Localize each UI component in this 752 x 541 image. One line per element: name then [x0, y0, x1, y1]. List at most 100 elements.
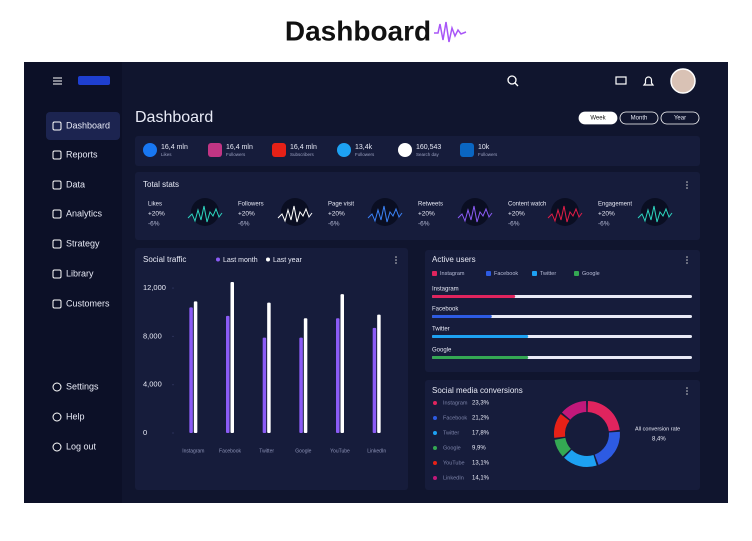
stat-down: -6% [328, 221, 340, 228]
more-dot[interactable] [395, 259, 397, 261]
progress-track [432, 315, 692, 318]
bar [267, 302, 271, 433]
donut-segment [561, 401, 587, 420]
bar [336, 318, 340, 433]
more-dot[interactable] [686, 390, 688, 392]
menu-item[interactable]: Analytics [66, 208, 103, 218]
sparkline [457, 205, 493, 223]
legend-label: Last year [273, 257, 302, 264]
x-tick-label: YouTube [330, 448, 350, 454]
conv-value: 17,8% [472, 431, 490, 437]
menu-item[interactable]: Help [66, 411, 85, 421]
bar [303, 318, 308, 433]
conv-value: 14,1% [472, 476, 490, 482]
bar [189, 307, 193, 433]
menu-item[interactable]: Dashboard [66, 120, 110, 130]
legend-dot [433, 416, 437, 420]
menu-icon[interactable] [52, 382, 62, 392]
legend-label: Google [582, 271, 600, 277]
stat-up: +20% [328, 211, 345, 218]
period-button[interactable] [578, 111, 618, 125]
period-label[interactable]: Month [631, 116, 648, 122]
menu-item[interactable]: Strategy [66, 238, 100, 248]
legend-dot [266, 257, 270, 262]
more-dot[interactable] [686, 184, 688, 186]
card-title: Active users [432, 255, 476, 264]
legend-label: Instagram [440, 271, 465, 277]
menu-item[interactable]: Library [66, 268, 94, 278]
conv-name: Twitter [443, 430, 459, 436]
users-card [425, 250, 700, 372]
more-dot[interactable] [395, 256, 397, 258]
menu-icon[interactable] [52, 442, 62, 452]
menu-icon[interactable] [52, 121, 62, 131]
bar [377, 314, 381, 433]
donut-segment [594, 431, 620, 465]
social-icon [460, 143, 474, 157]
menu-icon[interactable] [52, 150, 62, 160]
menu-icon[interactable] [52, 239, 62, 249]
stat-down: -6% [418, 221, 430, 228]
card-title: Social media conversions [432, 386, 523, 395]
bar [262, 337, 267, 433]
legend-swatch [532, 271, 537, 276]
menu-icon[interactable] [52, 412, 62, 422]
bar [193, 301, 198, 433]
menu-item[interactable]: Reports [66, 149, 98, 159]
social-icon [337, 143, 351, 157]
stat-up: +20% [148, 211, 165, 218]
social-label: Likes [161, 152, 172, 157]
row-label: Twitter [432, 327, 450, 333]
more-dot[interactable] [686, 259, 688, 261]
donut-segment [553, 414, 570, 438]
legend-label: Facebook [494, 271, 518, 277]
menu-icon[interactable] [52, 269, 62, 279]
sparkline [637, 205, 673, 223]
row-label: Instagram [432, 287, 459, 293]
legend-dot [433, 446, 437, 450]
conv-name: LinkedIn [443, 475, 464, 481]
menu-icon[interactable] [52, 299, 62, 309]
more-dot[interactable] [686, 262, 688, 264]
menu-item[interactable]: Log out [66, 441, 97, 451]
menu-item[interactable]: Customers [66, 298, 110, 308]
more-dot[interactable] [686, 387, 688, 389]
menu-icon[interactable] [52, 180, 62, 190]
x-tick-label: Google [295, 448, 311, 454]
bell-icon[interactable] [642, 76, 655, 86]
legend-dot [433, 401, 437, 405]
social-label: Followers [226, 152, 246, 157]
period-button[interactable] [660, 111, 700, 125]
menu-icon[interactable] [52, 209, 62, 219]
search-icon[interactable] [507, 75, 519, 87]
traffic-card [135, 248, 408, 490]
more-dot[interactable] [686, 181, 688, 183]
social-label: Subscribers [290, 152, 315, 157]
legend-label: Twitter [540, 271, 556, 277]
stat-down: -6% [598, 221, 610, 228]
main-title: Dashboard [135, 109, 213, 126]
row-label: Google [432, 348, 452, 354]
social-label: Search day [416, 152, 440, 157]
period-label[interactable]: Week [590, 116, 606, 122]
legend-label: Last month [223, 257, 258, 264]
sparkline [547, 205, 583, 223]
social-value: 16,4 mln [290, 144, 317, 151]
menu-item[interactable]: Settings [66, 381, 99, 391]
period-button[interactable] [619, 111, 659, 125]
period-label[interactable]: Year [674, 116, 686, 122]
more-dot[interactable] [686, 256, 688, 258]
mail-icon[interactable] [615, 76, 627, 85]
more-dot[interactable] [395, 262, 397, 264]
progress-fill [432, 295, 516, 298]
conv-name: YouTube [443, 460, 465, 466]
avatar[interactable] [670, 68, 696, 94]
hamburger[interactable] [53, 77, 62, 85]
menu-item[interactable]: Data [66, 179, 85, 189]
sparkline [277, 205, 313, 223]
more-dot[interactable] [686, 187, 688, 189]
stat-down: -6% [508, 221, 520, 228]
more-dot[interactable] [686, 393, 688, 395]
card-title: Social traffic [143, 255, 186, 264]
